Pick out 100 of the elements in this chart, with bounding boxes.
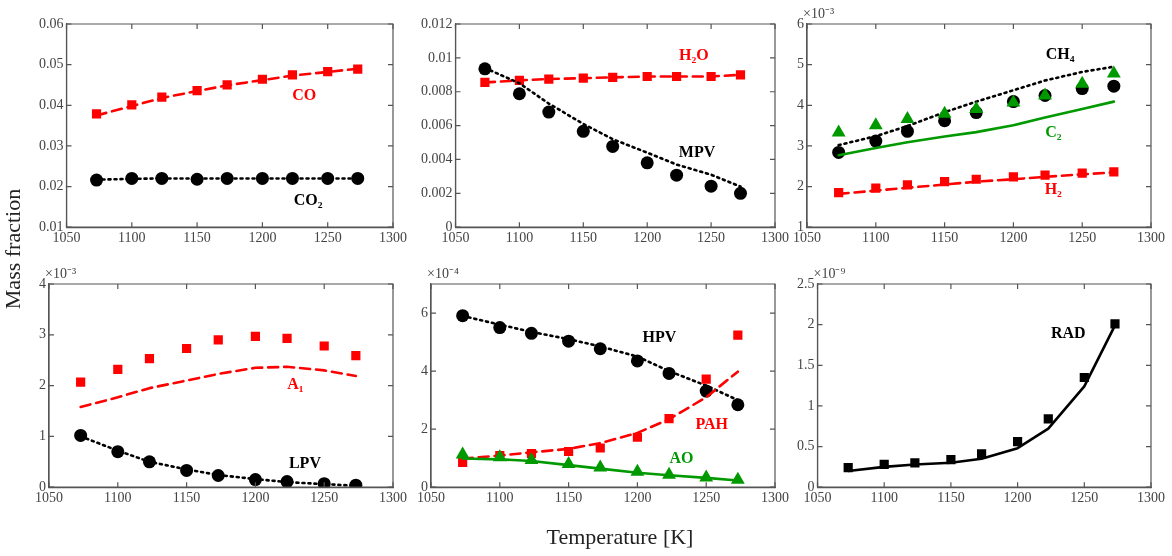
y-tick-label: 0.002 <box>421 185 453 201</box>
x-tick-label: 1250 <box>313 230 342 246</box>
y-tick-label: 6 <box>797 15 804 31</box>
series-label: H₂ <box>1044 179 1063 197</box>
y-tick-label: 4 <box>797 96 804 112</box>
y-tick-label: 4 <box>421 362 428 378</box>
point <box>76 377 86 387</box>
x-tick-label: 1300 <box>761 230 789 246</box>
text: ×10⁻³ <box>803 5 835 21</box>
series-label: MPV <box>678 142 716 160</box>
series-label: A₁ <box>287 374 304 392</box>
series-label: CO <box>292 86 317 104</box>
x-tick-label: 1300 <box>1137 490 1165 506</box>
x-tick-label: 1100 <box>118 230 146 246</box>
point <box>595 443 605 453</box>
point <box>670 168 684 182</box>
point <box>606 139 620 153</box>
x-tick-label: 1150 <box>937 490 965 506</box>
series-label: LPV <box>288 453 322 471</box>
x-tick-label: 1300 <box>761 490 789 506</box>
x-tick-label: 1200 <box>1003 490 1032 506</box>
point <box>319 341 329 351</box>
x-tick-label: 1150 <box>569 230 598 246</box>
x-tick-label: 1200 <box>999 230 1028 246</box>
y-tick-label: 0.008 <box>421 83 453 99</box>
y-tick-label: 3 <box>39 326 46 342</box>
y-tick-label: 0.05 <box>39 56 64 72</box>
point <box>182 343 192 354</box>
point <box>1013 437 1023 447</box>
series-label: C₂ <box>1045 123 1062 141</box>
x-tick-label: 1150 <box>183 230 211 246</box>
x-tick-label: 1300 <box>379 230 407 246</box>
point <box>1106 65 1121 78</box>
series-label: HPV <box>642 327 677 345</box>
series-label: H₂O <box>679 46 709 64</box>
x-tick-label: 1300 <box>379 490 407 506</box>
y-tick-label: 0.02 <box>39 178 64 194</box>
y-tick-label: 2 <box>807 316 815 332</box>
y-tick-label: 4 <box>39 275 46 291</box>
x-tick-label: 1100 <box>862 230 890 246</box>
point <box>937 105 952 118</box>
point <box>704 179 718 193</box>
x-tick-label: 1200 <box>248 230 277 246</box>
y-tick-label: 0.06 <box>39 15 64 31</box>
text: ×10⁻⁹ <box>813 265 846 281</box>
x-tick-label: 1050 <box>441 230 470 246</box>
y-tick-label: 0.012 <box>421 15 453 31</box>
x-tick-label: 1250 <box>310 490 339 506</box>
y-tick-label: 0.04 <box>39 96 64 112</box>
y-tick-label: 5 <box>797 56 804 72</box>
point <box>144 354 155 364</box>
x-tick-label: 1100 <box>870 490 898 506</box>
point <box>733 186 747 200</box>
x-tick-label: 1300 <box>1137 230 1165 246</box>
point <box>900 111 915 124</box>
point <box>831 124 846 137</box>
x-tick-label: 1150 <box>930 230 959 246</box>
point <box>512 87 526 101</box>
y-tick-label: 3 <box>797 137 804 153</box>
x-tick-label: 1200 <box>633 230 662 246</box>
x-tick-label: 1050 <box>417 490 445 506</box>
series-label: AO <box>669 448 694 466</box>
point <box>282 333 292 343</box>
y-tick-label: 2 <box>797 178 804 194</box>
x-tick-label: 1250 <box>1068 230 1097 246</box>
point <box>735 70 746 80</box>
x-tick-label: 1050 <box>803 490 832 506</box>
point <box>351 351 361 361</box>
x-tick-label: 1200 <box>241 490 270 506</box>
x-tick-label: 1100 <box>505 230 534 246</box>
y-tick-label: 0.01 <box>428 49 453 65</box>
point <box>1110 319 1120 329</box>
x-tick-label: 1150 <box>554 490 583 506</box>
series-label: RAD <box>1050 323 1086 341</box>
point <box>1107 79 1121 93</box>
x-tick-label: 1200 <box>623 490 652 506</box>
series-label: PAH <box>695 415 729 433</box>
x-tick-label: 1100 <box>486 490 514 506</box>
x-tick-label: 1100 <box>104 490 132 506</box>
text: ×10⁻³ <box>45 265 77 281</box>
y-tick-label: 1 <box>807 397 815 413</box>
y-tick-label: 2.5 <box>797 275 815 291</box>
point <box>113 364 123 374</box>
x-axis-title: Temperature [K] <box>545 524 695 550</box>
x-tick-label: 1050 <box>793 230 821 246</box>
y-tick-label: 6 <box>421 304 428 320</box>
x-tick-label: 1250 <box>692 490 721 506</box>
point <box>640 156 654 170</box>
y-tick-label: 2 <box>39 377 46 393</box>
x-tick-label: 1150 <box>172 490 201 506</box>
x-tick-label: 1050 <box>35 490 63 506</box>
y-tick-label: 0.006 <box>421 117 453 133</box>
line-series <box>79 365 358 409</box>
point <box>632 432 642 442</box>
point <box>969 100 984 113</box>
y-tick-label: 1 <box>39 428 46 444</box>
y-tick-label: 0.5 <box>797 438 815 454</box>
point <box>731 398 745 412</box>
point <box>213 335 223 345</box>
y-tick-label: 2 <box>421 420 428 436</box>
